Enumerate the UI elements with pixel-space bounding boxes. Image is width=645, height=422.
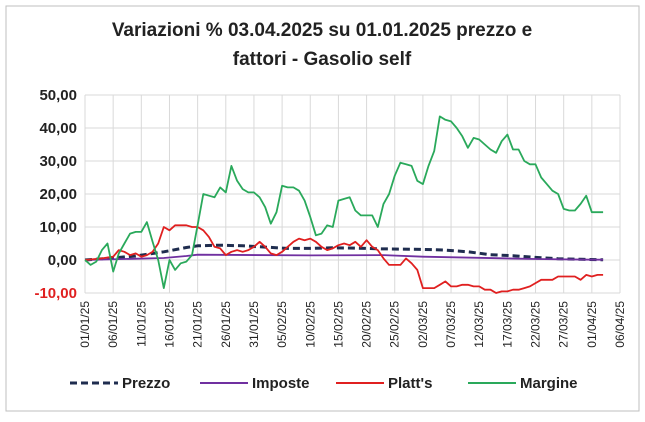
y-tick-label: 50,00 (39, 87, 77, 104)
x-tick-label: 26/01/25 (219, 301, 233, 348)
x-tick-label: 21/01/25 (191, 301, 205, 348)
legend-label: Prezzo (122, 375, 170, 392)
gridlines (84, 94, 621, 294)
x-tick-label: 05/02/25 (275, 301, 289, 348)
y-tick-label: 0,00 (48, 252, 77, 269)
legend-label: Margine (520, 375, 578, 392)
series-lines (84, 115, 604, 294)
x-tick-label: 22/03/25 (529, 301, 543, 348)
legend-label: Platt's (388, 375, 432, 392)
y-tick-label: 30,00 (39, 153, 77, 170)
x-tick-label: 25/02/25 (388, 301, 402, 348)
y-axis-ticks: 50,00 40,00 30,00 20,00 10,00 0,00 -10,00 (34, 87, 77, 302)
x-tick-label: 10/02/25 (303, 301, 317, 348)
y-tick-label: 40,00 (39, 120, 77, 137)
x-tick-label: 06/04/25 (613, 301, 627, 348)
x-tick-label: 06/01/25 (106, 301, 120, 348)
y-tick-label: -10,00 (34, 285, 77, 302)
series-line-prezzo (84, 243, 604, 262)
series-line-platts (84, 224, 604, 294)
chart-title-line-2: fattori - Gasolio self (233, 49, 412, 70)
x-tick-label: 31/01/25 (247, 301, 261, 348)
x-tick-label: 15/02/25 (331, 301, 345, 348)
legend: Prezzo Imposte Platt's Margine (70, 375, 578, 392)
chart-area-border (5, 5, 640, 412)
x-tick-label: 11/01/25 (134, 301, 148, 347)
chart-title-line-1: Variazioni % 03.04.2025 su 01.01.2025 pr… (112, 20, 532, 41)
legend-label: Imposte (252, 375, 310, 392)
x-tick-label: 27/03/25 (557, 301, 571, 348)
x-tick-label: 07/03/25 (444, 301, 458, 348)
x-tick-label: 12/03/25 (472, 301, 486, 348)
series-line-imposte (84, 253, 604, 261)
x-tick-label: 01/04/25 (585, 301, 599, 348)
series-line-margine (84, 115, 604, 290)
x-tick-label: 17/03/25 (500, 301, 514, 348)
y-tick-label: 20,00 (39, 186, 77, 203)
x-tick-label: 20/02/25 (360, 301, 374, 348)
x-tick-label: 02/03/25 (416, 301, 430, 348)
x-tick-label: 01/01/25 (78, 301, 92, 348)
x-tick-label: 16/01/25 (162, 301, 176, 348)
x-axis-ticks: 01/01/25 06/01/25 11/01/25 16/01/25 21/01/25… (78, 301, 627, 348)
y-tick-label: 10,00 (39, 219, 77, 236)
